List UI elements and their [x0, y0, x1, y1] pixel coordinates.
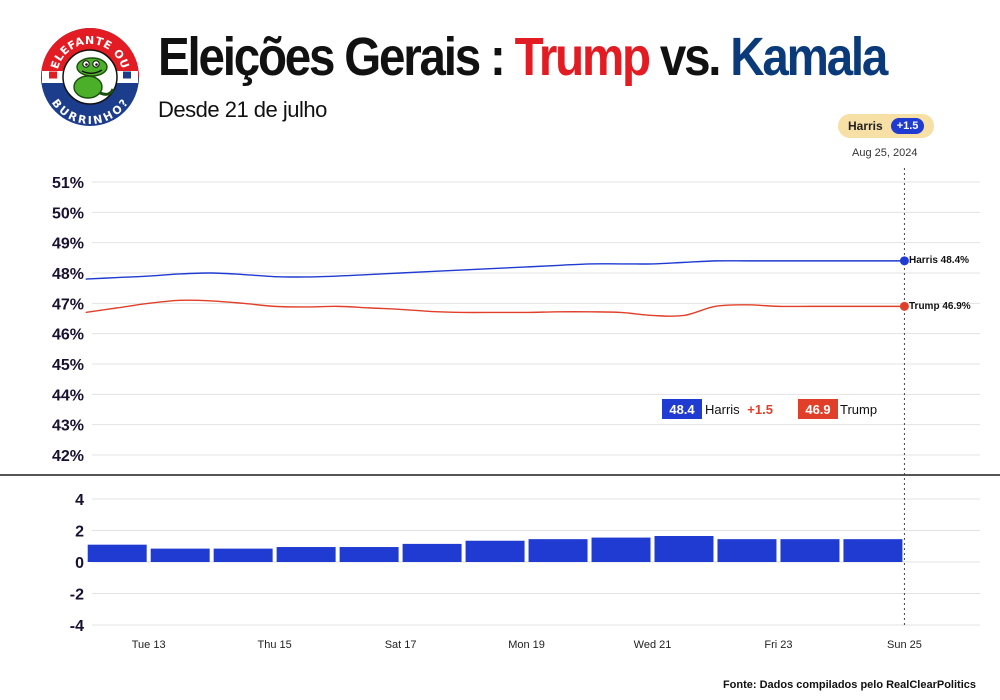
- spread-bar: [276, 547, 336, 562]
- spread-bar: [339, 547, 399, 562]
- end-point-harris: [899, 256, 909, 266]
- axis-layer: 42% 43% 44% 45% 46% 47% 48% 49% 50% 51% -4 -2 0 2 4 Tue…: [52, 175, 922, 651]
- title-vs: vs.: [648, 27, 731, 87]
- y-tick-label-top: 50%: [52, 205, 84, 222]
- y-tick-label-bottom: 2: [75, 524, 84, 541]
- chart-title: Eleições Gerais : Trump vs. Kamala: [158, 26, 888, 88]
- legend-harris-name: Harris: [705, 402, 740, 417]
- x-tick-label: Mon 19: [508, 639, 545, 651]
- spread-bar: [591, 537, 651, 562]
- legend-trump-name: Trump: [840, 402, 877, 417]
- y-tick-label-top: 46%: [52, 327, 84, 344]
- spread-bar: [402, 543, 462, 562]
- legend-harris-spread: +1.5: [747, 402, 773, 417]
- series-line-trump: [85, 299, 905, 317]
- x-tick-label: Sun 25: [887, 639, 922, 651]
- y-tick-label-top: 47%: [52, 296, 84, 313]
- spread-bar: [654, 536, 714, 562]
- y-tick-label-bottom: -4: [70, 618, 84, 635]
- legend-trump-value-box: [798, 399, 838, 419]
- legend-trump-value: 46.9: [805, 402, 830, 417]
- y-tick-label-top: 43%: [52, 418, 84, 435]
- spread-bars: [87, 536, 903, 562]
- y-tick-label-top: 45%: [52, 357, 84, 374]
- spread-bar: [843, 539, 903, 562]
- legend-harris-label: Harris +1.5: [705, 402, 773, 417]
- series-line-harris: [85, 260, 905, 280]
- spread-bar: [780, 539, 840, 562]
- spread-bar: [213, 548, 273, 562]
- end-label-harris: Harris 48.4%: [909, 255, 969, 266]
- spread-bar: [150, 548, 210, 562]
- x-tick-label: Sat 17: [385, 639, 417, 651]
- x-tick-label: Tue 13: [132, 639, 166, 651]
- title-kamala: Kamala: [730, 27, 888, 87]
- grid-layer: [0, 181, 1000, 626]
- x-tick-label: Thu 15: [258, 639, 292, 651]
- x-tick-label: Fri 23: [764, 639, 792, 651]
- series-end-points: [899, 256, 909, 311]
- y-tick-label-bottom: 4: [75, 492, 84, 509]
- spread-bar: [87, 544, 147, 562]
- leader-name: Harris: [848, 119, 883, 133]
- title-trump: Trump: [514, 27, 651, 87]
- legend-box: 48.4 Harris +1.5 46.9 Trump: [662, 399, 877, 419]
- y-tick-label-top: 49%: [52, 236, 84, 253]
- x-tick-label: Wed 21: [634, 639, 672, 651]
- title-prefix: Eleições Gerais :: [158, 27, 515, 87]
- source-note: Fonte: Dados compilados pelo RealClearPo…: [722, 679, 976, 691]
- y-tick-label-top: 51%: [52, 175, 84, 192]
- chart-subtitle: Desde 21 de julho: [158, 97, 327, 122]
- spread-bar: [717, 539, 777, 562]
- leader-margin-badge: +1.5: [890, 118, 925, 134]
- series-lines: [85, 260, 905, 317]
- y-tick-label-top: 42%: [52, 448, 84, 465]
- spread-bar: [528, 539, 588, 562]
- y-tick-label-bottom: -2: [70, 587, 84, 604]
- y-tick-label-top: 48%: [52, 266, 84, 283]
- legend-harris-value: 48.4: [669, 402, 695, 417]
- y-tick-label-top: 44%: [52, 387, 84, 404]
- legend-harris-value-box: [662, 399, 702, 419]
- end-label-trump: Trump 46.9%: [909, 301, 971, 312]
- leader-pill: Harris +1.5: [838, 114, 934, 138]
- y-tick-label-bottom: 0: [75, 555, 84, 572]
- hover-date-label: Aug 25, 2024: [852, 147, 918, 159]
- spread-bar: [465, 540, 525, 562]
- elefante-ou-burrinho-logo: ELEFANTE OU BURRINHO?: [41, 28, 139, 127]
- end-point-trump: [899, 301, 909, 311]
